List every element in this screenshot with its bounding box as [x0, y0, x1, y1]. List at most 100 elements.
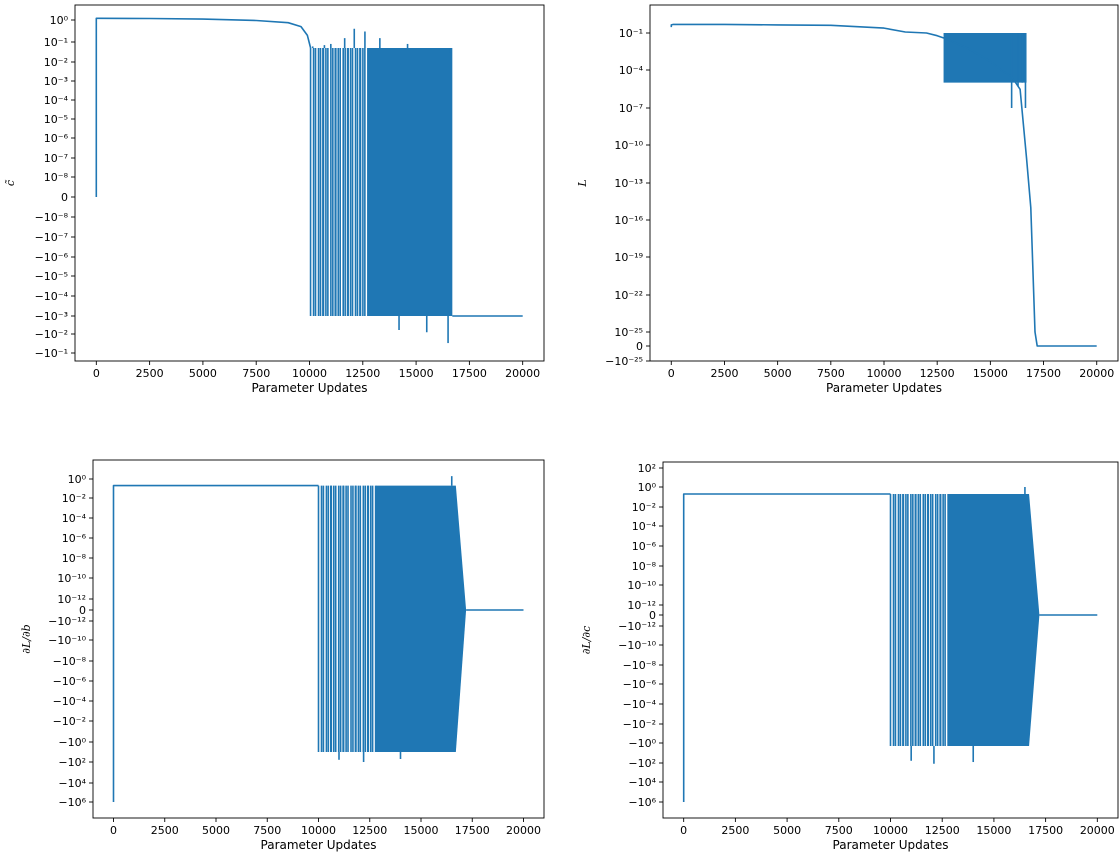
x-tick-label: 2500 [136, 367, 164, 380]
y-tick-label: −10⁶ [628, 796, 656, 809]
dense-oscillation-band [948, 493, 1040, 747]
x-tick-label: 17500 [452, 367, 487, 380]
y-tick-label: −10⁻⁷ [35, 231, 68, 244]
y-tick-label: 0 [636, 340, 643, 353]
y-tick-label: −10⁻¹⁰ [48, 634, 86, 647]
y-tick-label: 0 [79, 604, 86, 617]
y-tick-label: 10⁻⁸ [44, 171, 69, 184]
y-tick-label: 10⁻¹⁰ [614, 139, 643, 152]
y-tick-label: −10⁻⁶ [623, 678, 657, 691]
chart-loss: 0 2500 5000 7500 10000 12500 15000 17500 20000 10… [576, 4, 1119, 395]
y-tick-label: −10⁻⁸ [35, 211, 69, 224]
y-tick-label: 10⁻³ [44, 75, 68, 88]
x-tick-label: 20000 [506, 824, 541, 837]
sparse-oscillation [309, 48, 369, 316]
axes-frame [74, 4, 545, 362]
y-tick-label: 10⁻² [632, 501, 656, 514]
y-tick-label: −10⁻⁴ [623, 698, 657, 711]
y-tick-label: 10⁻⁸ [62, 552, 87, 565]
y-tick-label: 10⁻⁶ [632, 540, 657, 553]
y-tick-label: 10⁻¹⁰ [57, 572, 86, 585]
x-tick-label: 0 [110, 824, 117, 837]
y-tick-label: 10⁻⁴ [44, 94, 69, 107]
y-tick-label: −10⁻¹ [35, 347, 68, 360]
y-tick-label: −10⁻⁵ [35, 270, 68, 283]
x-tick-label: 7500 [825, 824, 853, 837]
y-tick-label: −10⁻¹⁰ [618, 639, 656, 652]
y-tick-label: −10⁰ [628, 737, 656, 750]
y-tick-label: 10⁻² [62, 492, 86, 505]
series-line-0 [670, 23, 1097, 347]
y-tick-label: 10⁻¹² [627, 599, 656, 612]
x-tick-label: 12500 [920, 367, 955, 380]
x-tick-label: 15000 [404, 824, 439, 837]
x-tick-label: 2500 [721, 824, 749, 837]
x-tick-label: 20000 [505, 367, 540, 380]
y-tick-label: −10⁻⁶ [53, 675, 87, 688]
y-tick-label: −10⁻² [35, 328, 68, 341]
axes-frame [649, 4, 1119, 362]
y-tick-label: −10⁻⁸ [53, 655, 87, 668]
x-tick-label: 20000 [1079, 367, 1114, 380]
y-tick-label: 10² [638, 462, 656, 475]
x-tick-label: 10000 [301, 824, 336, 837]
x-tick-label: 15000 [976, 824, 1011, 837]
x-tick-label: 10000 [292, 367, 327, 380]
x-tick-label: 0 [668, 367, 675, 380]
y-tick-label: −10⁻¹² [618, 620, 656, 633]
sparse-oscillation [317, 485, 377, 752]
y-tick-label: −10⁻⁸ [623, 659, 657, 672]
x-tick-label: 2500 [710, 367, 738, 380]
y-tick-label: −10⁻² [623, 718, 656, 731]
y-tick-label: −10⁻¹² [48, 615, 86, 628]
y-tick-label: 10⁻⁶ [44, 132, 69, 145]
x-tick-label: 10000 [867, 367, 902, 380]
y-tick-label: 10⁻⁶ [62, 532, 87, 545]
y-tick-label: −10⁻⁴ [53, 695, 87, 708]
y-tick-label: 10⁻¹⁰ [627, 579, 656, 592]
series-line-0 [682, 493, 891, 802]
y-tick-label: 10⁻⁵ [44, 113, 68, 126]
x-tick-label: 2500 [151, 824, 179, 837]
y-tick-label: 10⁻⁸ [632, 560, 657, 573]
dense-oscillation-band [375, 485, 467, 752]
x-tick-label: 17500 [455, 824, 490, 837]
y-tick-label: 10⁻¹ [619, 27, 643, 40]
y-tick-label: 10⁻¹² [57, 593, 86, 606]
x-tick-label: 5000 [764, 367, 792, 380]
y-tick-label: −10⁴ [58, 777, 86, 790]
plot-area [95, 17, 523, 344]
y-tick-label: −10² [58, 756, 86, 769]
y-tick-label: −10⁶ [58, 796, 86, 809]
dense-oscillation-band [368, 48, 453, 316]
chart-dL-db: 0 2500 5000 7500 10000 12500 15000 17500 20000 10… [20, 459, 545, 852]
x-tick-label: 5000 [202, 824, 230, 837]
y-axis-label: c̃ [4, 179, 17, 186]
y-tick-label: −10⁻⁴ [35, 290, 69, 303]
y-tick-label: 10⁻² [44, 56, 68, 69]
sparse-oscillation [889, 493, 949, 747]
y-tick-label: 0 [61, 191, 68, 204]
x-axis-label: Parameter Updates [833, 838, 949, 852]
y-tick-label: 10⁰ [68, 473, 87, 486]
x-tick-label: 20000 [1080, 824, 1115, 837]
chart-dL-dc: 0 2500 5000 7500 10000 12500 15000 17500 20000 10… [580, 461, 1119, 852]
y-tick-label: 0 [649, 609, 656, 622]
x-tick-label: 5000 [773, 824, 801, 837]
x-tick-label: 5000 [189, 367, 217, 380]
y-tick-label: −10⁻⁶ [35, 251, 69, 264]
chart-c-hat: 0 2500 5000 7500 10000 12500 15000 17500 20000 10… [4, 4, 545, 395]
x-axis-label: Parameter Updates [826, 381, 942, 395]
y-tick-label: 10⁰ [50, 14, 69, 27]
x-tick-label: 15000 [973, 367, 1008, 380]
y-tick-label: −10⁰ [58, 736, 86, 749]
y-tick-label: 10⁻²² [614, 289, 643, 302]
y-tick-label: 10⁰ [638, 481, 657, 494]
plot-area [682, 487, 1098, 802]
x-axis-label: Parameter Updates [252, 381, 368, 395]
x-tick-label: 10000 [873, 824, 908, 837]
y-tick-label: 10⁻¹³ [614, 177, 643, 190]
series-line-0 [112, 484, 319, 802]
x-tick-label: 0 [680, 824, 687, 837]
